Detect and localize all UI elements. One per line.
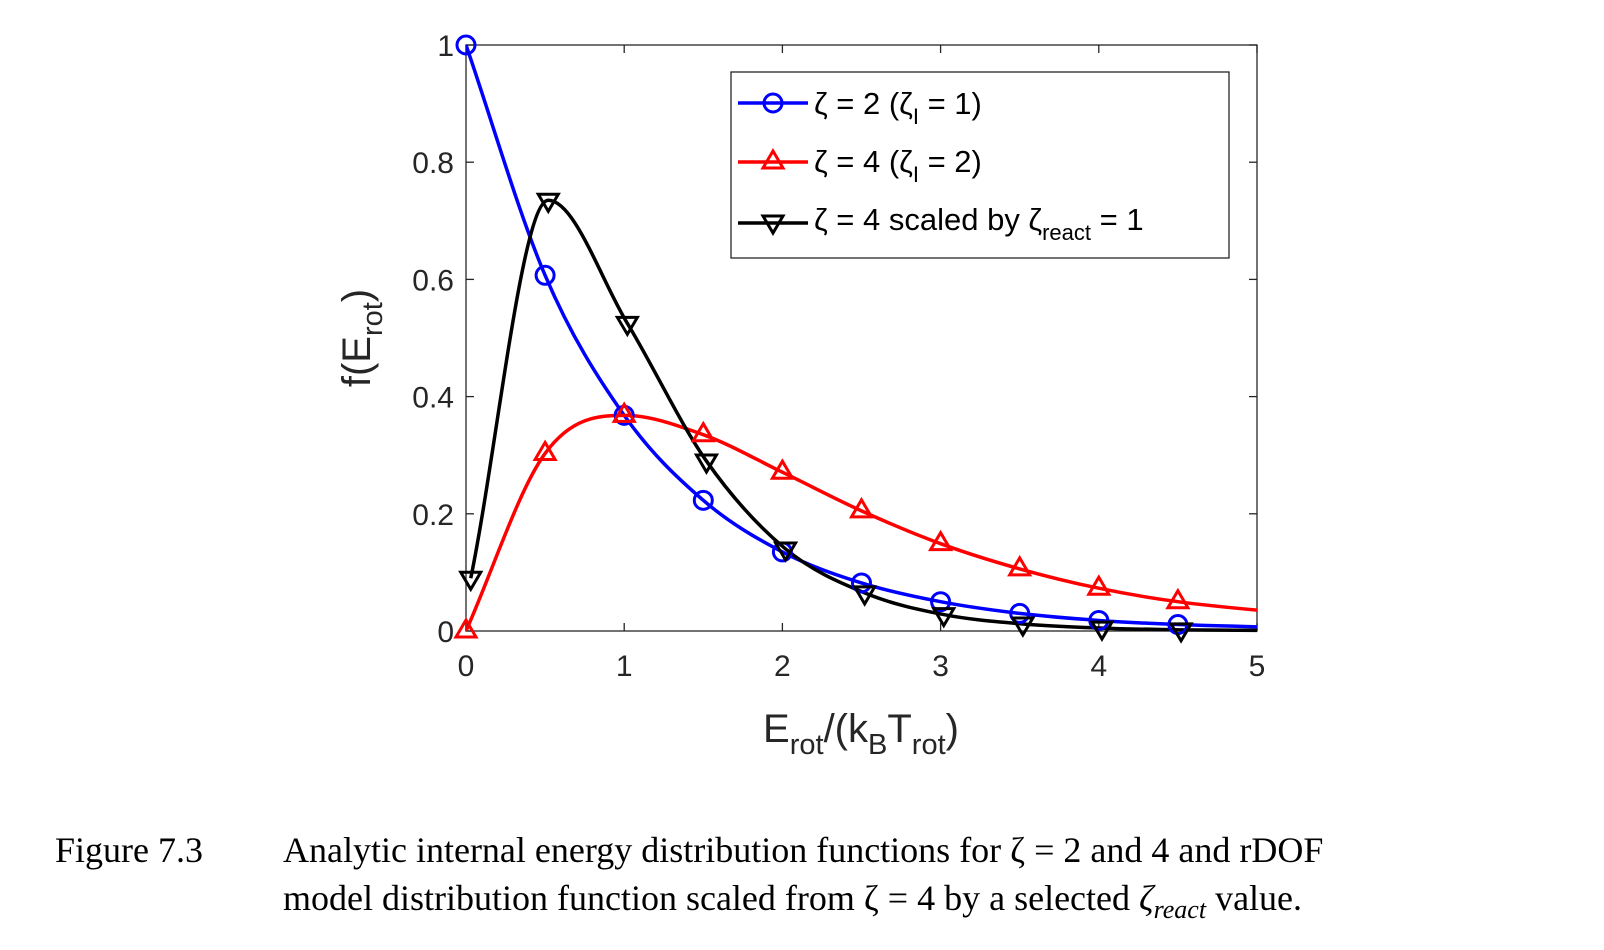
series-1-point <box>455 34 477 56</box>
series-1-point <box>851 572 872 594</box>
legend-marker-triangle-down <box>760 214 786 236</box>
series-3-point <box>535 192 561 215</box>
series-2-point <box>611 401 637 423</box>
series-1-point <box>692 489 714 511</box>
series-2-point <box>769 458 796 480</box>
series-3-point <box>693 453 720 476</box>
series-3-point <box>1089 620 1115 643</box>
series-3-point <box>1168 622 1194 644</box>
caption-line-2-end: value. <box>1206 878 1303 918</box>
legend-marker-triangle-up <box>760 148 786 170</box>
caption-zeta-subscript: react <box>1153 895 1207 925</box>
series-3-point <box>931 607 957 629</box>
legend-label-series-1: ζ = 2 (ζI = 1) <box>814 86 982 129</box>
chart-figure: 0 1 2 3 4 5 0 0.2 0.4 0.6 0.8 1 f(Erot) Erot/(kBTro… <box>335 30 1266 761</box>
x-tick-label: 3 <box>932 650 949 683</box>
x-tick-label: 2 <box>774 650 791 683</box>
caption-figure-number: Figure 7.3 <box>55 830 203 870</box>
series-1-point <box>1009 602 1031 624</box>
series-2-point <box>927 529 954 552</box>
series-1-point <box>534 264 556 286</box>
series-2-point <box>1086 574 1112 596</box>
series-3-point <box>614 315 640 338</box>
y-axis-label: f(Erot) <box>335 289 389 387</box>
caption-line-2: model distribution function scaled from … <box>283 874 1583 934</box>
x-tick-label: 4 <box>1090 650 1107 683</box>
y-tick-label: 0.8 <box>412 147 454 180</box>
legend-entry-black: ζ = 4 scaled by ζreact = 1 <box>738 202 1144 245</box>
series-2-point <box>690 420 716 443</box>
x-tick-label: 1 <box>616 650 633 683</box>
series-line-2 <box>466 413 1257 632</box>
series-1-point <box>1088 609 1110 631</box>
series-2-point <box>532 439 558 461</box>
x-tick-label: 5 <box>1249 650 1266 683</box>
series-curves <box>466 44 1257 633</box>
series-3-point <box>852 585 878 607</box>
legend-entry-red: ζ = 4 (ζI = 2) <box>738 144 982 187</box>
series-3-point <box>458 570 484 593</box>
series-2-point <box>848 496 875 519</box>
series-2-point <box>1007 554 1033 577</box>
series-1-point <box>930 591 952 613</box>
x-tick-label: 0 <box>458 650 475 683</box>
caption-text: Analytic internal energy distribution fu… <box>283 826 1583 934</box>
y-tick-label: 0.6 <box>412 264 454 297</box>
caption-zeta-symbol: ζ <box>1139 878 1154 918</box>
legend-marker-circle <box>762 92 784 114</box>
caption-line-2-start: model distribution function scaled from … <box>283 878 1140 918</box>
y-tick-label: 1 <box>437 30 454 63</box>
series-3-point <box>1010 616 1036 638</box>
caption-line-1: Analytic internal energy distribution fu… <box>283 830 1324 870</box>
y-tick-label: 0 <box>437 616 454 649</box>
legend-label-series-2: ζ = 4 (ζI = 2) <box>814 144 982 187</box>
x-axis-label: Erot/(kBTrot) <box>763 707 959 761</box>
legend: ζ = 2 (ζI = 1) ζ = 4 (ζI = 2) ζ = 4 scal… <box>730 71 1230 259</box>
series-2-point <box>1165 587 1191 610</box>
legend-entry-blue: ζ = 2 (ζI = 1) <box>738 86 982 129</box>
series-markers <box>453 34 1194 644</box>
series-3-point <box>772 541 799 563</box>
series-2-point <box>453 617 479 639</box>
legend-box <box>730 71 1230 259</box>
series-line-3 <box>469 198 1257 633</box>
legend-label-series-3: ζ = 4 scaled by ζreact = 1 <box>814 202 1144 245</box>
y-tick-label: 0.4 <box>412 382 454 415</box>
series-line-1 <box>466 44 1257 629</box>
y-tick-label: 0.2 <box>412 499 454 532</box>
